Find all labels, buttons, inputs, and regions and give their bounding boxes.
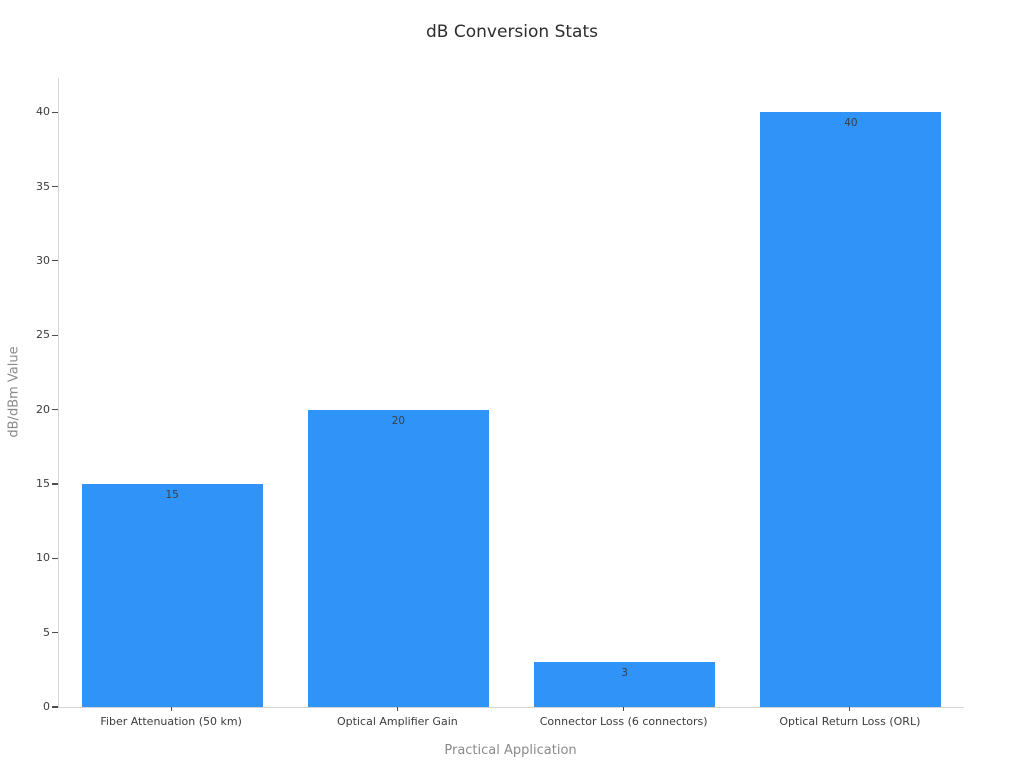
y-tick-mark bbox=[52, 557, 58, 559]
y-tick-label: 40 bbox=[36, 105, 50, 119]
y-tick-mark bbox=[52, 111, 58, 113]
x-tick-mark bbox=[849, 707, 851, 711]
x-tick-mark bbox=[623, 707, 625, 711]
x-axis-title: Practical Application bbox=[444, 743, 577, 758]
y-tick-mark bbox=[52, 706, 58, 708]
x-tick-label: Fiber Attenuation (50 km) bbox=[100, 715, 242, 728]
y-tick-label: 35 bbox=[36, 179, 50, 193]
x-tick-label: Optical Amplifier Gain bbox=[337, 715, 458, 728]
bar-value-label: 20 bbox=[391, 414, 406, 427]
y-tick-label: 30 bbox=[36, 253, 50, 267]
y-tick-mark bbox=[52, 409, 58, 411]
bar bbox=[760, 112, 942, 707]
bar-value-label: 40 bbox=[844, 117, 858, 130]
x-tick-label: Optical Return Loss (ORL) bbox=[779, 715, 921, 728]
y-tick-label: 15 bbox=[36, 476, 50, 490]
y-tick-mark bbox=[52, 632, 58, 634]
y-tick-label: 10 bbox=[36, 551, 50, 565]
y-tick-mark bbox=[52, 483, 58, 485]
bar bbox=[534, 662, 716, 707]
bar-value-label: 15 bbox=[165, 488, 179, 501]
x-tick-mark bbox=[170, 707, 172, 711]
x-tick-mark bbox=[396, 707, 398, 711]
bar bbox=[81, 483, 263, 707]
y-tick-mark bbox=[52, 260, 58, 262]
bar bbox=[307, 409, 489, 707]
y-tick-mark bbox=[52, 185, 58, 188]
y-tick-label: 0 bbox=[43, 700, 50, 713]
y-tick-label: 20 bbox=[36, 402, 50, 416]
y-tick-mark bbox=[52, 334, 58, 336]
x-tick-label: Connector Loss (6 connectors) bbox=[539, 715, 708, 728]
y-axis-title: dB/dBm Value bbox=[6, 346, 22, 438]
chart-title: dB Conversion Stats bbox=[426, 22, 598, 42]
y-tick-label: 5 bbox=[43, 625, 50, 639]
y-tick-label: 25 bbox=[36, 328, 50, 342]
plot-area: 15 20 3 40 bbox=[58, 78, 964, 708]
bar-value-label: 3 bbox=[621, 667, 628, 680]
